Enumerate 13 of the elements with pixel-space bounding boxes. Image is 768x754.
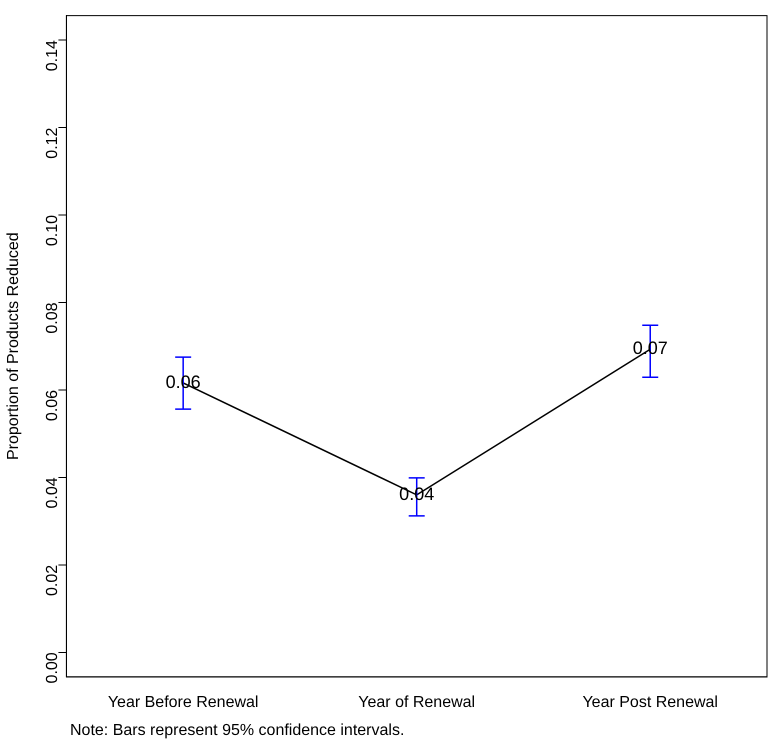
x-tick-label: Year Post Renewal — [582, 694, 718, 711]
y-axis-title: Proportion of Products Reduced — [5, 232, 22, 460]
y-tick-label: 0.06 — [44, 390, 61, 422]
y-tick-label: 0.08 — [44, 302, 61, 334]
y-tick-label: 0.14 — [44, 40, 61, 72]
y-tick-label: 0.10 — [44, 214, 61, 246]
y-tick-label: 0.00 — [44, 652, 61, 684]
y-tick-label: 0.12 — [44, 127, 61, 159]
text: Note: Bars represent 95% confidence intervals. — [70, 722, 404, 740]
y-tick-label: 0.02 — [44, 564, 61, 596]
x-tick-label: Year Before Renewal — [108, 694, 258, 711]
x-tick-label: Year of Renewal — [358, 694, 476, 711]
y-tick-label: 0.04 — [44, 477, 61, 509]
